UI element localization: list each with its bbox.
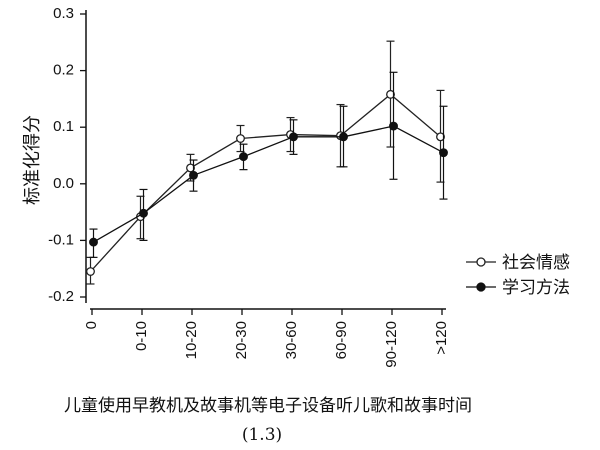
y-tick-label: 0.3 <box>53 5 74 22</box>
legend-marker-social <box>476 257 486 267</box>
data-point <box>186 163 195 173</box>
x-tick-label: 30-60 <box>283 321 300 359</box>
x-tick-label: 0 <box>83 321 100 329</box>
y-tick-label: 0.2 <box>53 62 74 79</box>
data-point <box>239 152 248 162</box>
data-point <box>339 132 348 142</box>
data-point <box>389 121 398 131</box>
x-axis-title: 儿童使用早教机及故事机等电子设备听儿歌和故事时间 <box>64 395 472 416</box>
series-line <box>93 125 444 243</box>
legend-label-learning: 学习方法 <box>502 278 570 298</box>
legend: 社会情感 学习方法 <box>466 253 570 298</box>
y-tick-label: -0.1 <box>48 231 74 248</box>
data-point <box>89 237 98 247</box>
data-point <box>236 134 245 143</box>
data-point <box>86 267 95 276</box>
y-axis-title: 标准化得分 <box>22 115 43 205</box>
series-social-emotional <box>86 40 445 285</box>
data-point <box>189 170 198 180</box>
figure-caption: (1.3) <box>242 425 282 445</box>
x-tick-label: 90-120 <box>383 321 400 368</box>
legend-label-social: 社会情感 <box>502 253 570 273</box>
x-tick-label: >120 <box>433 321 450 355</box>
series-line <box>90 93 441 272</box>
legend-marker-learning <box>476 282 486 292</box>
x-tick-label: 20-30 <box>233 321 250 359</box>
x-tick-label: 10-20 <box>183 321 200 359</box>
x-tick-label: 60-90 <box>333 321 350 359</box>
data-point <box>139 208 148 218</box>
data-point <box>436 132 445 142</box>
y-tick-label: -0.2 <box>48 288 74 305</box>
y-tick-label: 0.1 <box>53 118 74 135</box>
series-learning-approach <box>89 71 448 258</box>
y-tick-label: 0.0 <box>53 175 74 192</box>
data-point <box>386 89 395 99</box>
data-point <box>289 132 298 142</box>
data-point <box>439 148 448 158</box>
x-tick-label: 0-10 <box>133 321 150 351</box>
